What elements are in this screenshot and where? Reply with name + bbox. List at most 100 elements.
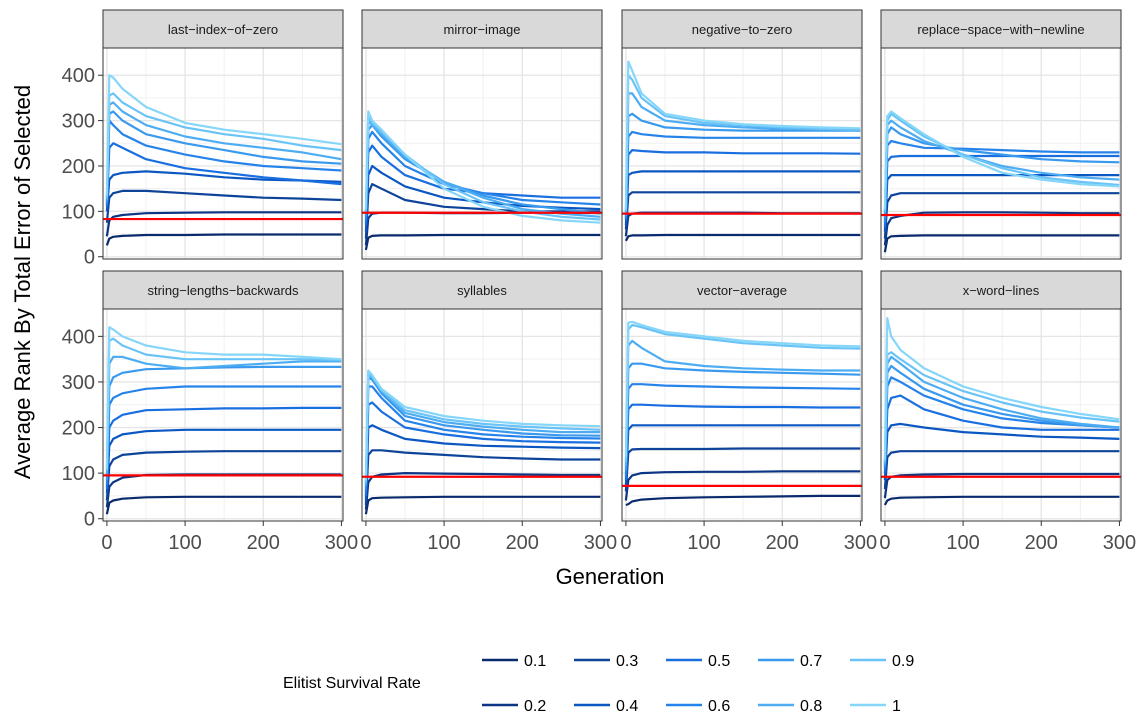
legend-label: 0.6 [708,698,730,715]
facet-strip [361,270,603,310]
series-line [105,406,342,490]
series-line [624,92,861,214]
legend-item: 0.9 [850,653,914,670]
legend-item: 0.1 [482,653,546,670]
facet-title: string−lengths−backwards [147,283,299,298]
x-tick-label: 100 [687,532,720,554]
series-line [883,364,1120,467]
y-tick-label: 100 [62,463,95,485]
facet-panel: vector−average 0 100 200 300 [620,270,877,554]
x-tick-label: 200 [506,532,539,554]
x-tick-label: 100 [946,532,979,554]
series-line [883,154,1120,228]
y-tick-label: 0 [84,247,95,269]
plot-background [362,309,602,521]
legend-label: 0.9 [892,653,914,670]
x-tick-label: 200 [766,532,799,554]
series-line [624,191,861,230]
series-line [624,60,861,210]
panel-border [361,308,603,522]
legend-label: 0.7 [800,653,822,670]
series-line [883,211,1120,246]
series-line [364,233,601,251]
legend-label: 0.8 [800,698,822,715]
series-line [624,233,861,242]
facet-title: negative−to−zero [692,22,792,37]
series-line [364,369,601,481]
series-line [883,110,1120,210]
legend-label: 0.4 [616,698,638,715]
legend-label: 0.3 [616,653,638,670]
y-tick-label: 200 [62,156,95,178]
series-line [624,362,861,471]
series-line [883,450,1120,490]
series-line [105,189,342,223]
series-line [364,130,601,221]
legend-item: 0.2 [482,698,546,715]
legend-item: 0.5 [666,653,730,670]
facet-panel: replace−space−with−newline [880,9,1122,260]
panel-border [102,47,344,260]
legend-label: 0.1 [524,653,546,670]
series-line [105,450,342,501]
x-tick-label: 0 [360,532,371,554]
series-line [364,424,601,501]
facet-title: last−index−of−zero [168,22,278,37]
facet-title: vector−average [697,283,787,298]
facet-strip [621,270,863,310]
series-line [105,365,342,481]
series-line [364,449,601,506]
series-line [105,233,342,246]
series-line [883,472,1120,499]
facet-title: syllables [457,283,507,298]
series-line [105,385,342,485]
legend: Elitist Survival Rate 0.1 0.2 0.3 0.4 0.5 0.6 0… [283,653,914,715]
series-line [624,447,861,492]
facet-panel: x−word−lines 0 100 200 300 [879,270,1136,554]
series-line [625,494,861,507]
x-tick-label: 300 [844,532,877,554]
series-line [624,170,861,226]
series-line [105,119,342,205]
series-line [883,119,1120,214]
series-line [624,323,861,462]
series-line [105,92,342,198]
panel-border [880,308,1122,522]
series-line [883,422,1120,481]
series-line [883,355,1120,465]
panel-border [621,47,863,260]
facet-panel: string−lengths−backwards 0 100 200 300 400 0 10… [62,270,358,554]
series-line [883,495,1120,506]
plot-background [103,309,343,521]
x-tick-label: 300 [325,532,358,554]
series-line [105,142,342,207]
series-line [364,114,601,221]
series-line [883,234,1120,253]
x-tick-label: 100 [427,532,460,554]
legend-label: 0.2 [524,698,546,715]
series-line [624,74,861,212]
x-tick-label: 200 [247,532,280,554]
series-line [105,495,342,515]
x-tick-label: 0 [101,532,112,554]
series-line [364,376,601,487]
y-tick-label: 300 [62,372,95,394]
panel-border [880,47,1122,260]
legend-label: 0.5 [708,653,730,670]
series-line [105,74,342,196]
legend-title: Elitist Survival Rate [283,675,421,692]
legend-item: 1 [850,698,901,715]
facet-strip [621,9,863,49]
x-tick-label: 0 [879,532,890,554]
legend-label: 1 [892,698,901,715]
legend-item: 0.7 [758,653,822,670]
series-line [364,144,601,226]
series-line [883,351,1120,462]
y-tick-label: 0 [84,509,95,531]
x-tick-label: 300 [584,532,617,554]
series-line [364,401,601,496]
y-tick-label: 300 [62,111,95,133]
facet-title: replace−space−with−newline [917,22,1084,37]
y-tick-label: 200 [62,418,95,440]
facet-strip [102,9,344,49]
